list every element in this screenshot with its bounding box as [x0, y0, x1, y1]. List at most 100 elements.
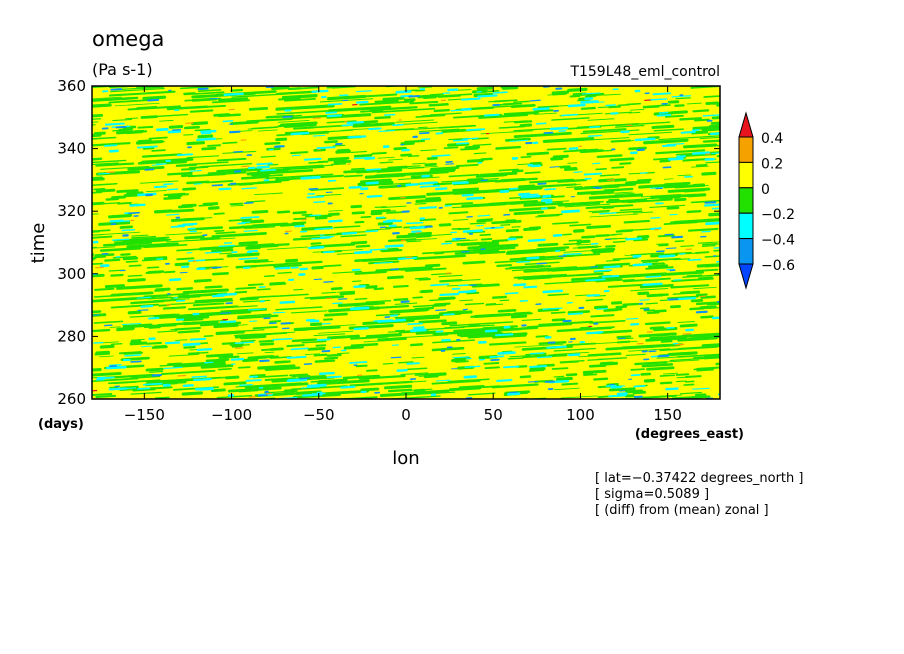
- strong-descent-patch: [245, 379, 262, 382]
- descent-band: [579, 326, 591, 330]
- descent-band: [361, 427, 375, 428]
- descent-band: [250, 417, 262, 418]
- descent-band: [462, 239, 478, 242]
- descent-band: [428, 103, 449, 107]
- descent-band: [628, 348, 671, 352]
- descent-band: [116, 189, 139, 194]
- colorbar-top-arrow: [738, 111, 754, 138]
- descent-band: [111, 195, 126, 200]
- descent-band: [359, 416, 379, 417]
- descent-band: [409, 418, 432, 419]
- descent-band: [317, 324, 356, 328]
- descent-band: [365, 286, 377, 289]
- descent-band: [174, 326, 202, 331]
- descent-band: [614, 192, 635, 195]
- descent-band: [109, 386, 120, 389]
- descent-band: [458, 384, 485, 389]
- strong-descent-patch: [645, 275, 662, 278]
- descent-band: [492, 295, 507, 299]
- descent-band: [355, 244, 371, 248]
- colorbar-segment: [738, 187, 754, 214]
- descent-band: [448, 173, 480, 178]
- descent-band: [550, 311, 566, 314]
- strong-descent-patch: [625, 237, 643, 241]
- descent-band: [297, 328, 309, 332]
- strong-descent-patch: [167, 130, 182, 134]
- descent-band: [127, 165, 165, 171]
- descent-band: [148, 326, 161, 329]
- descent-band: [269, 164, 324, 169]
- descent-band: [182, 318, 204, 322]
- descent-band: [330, 390, 361, 395]
- strong-descent-patch: [605, 104, 617, 107]
- descent-band: [104, 284, 125, 289]
- descent-band: [649, 204, 686, 208]
- descent-band: [588, 209, 611, 213]
- descent-band: [317, 159, 347, 163]
- descent-band: [176, 420, 199, 421]
- descent-band: [595, 247, 616, 252]
- descent-band: [116, 328, 134, 332]
- strong-descent-patch: [121, 228, 136, 232]
- descent-band: [148, 136, 168, 140]
- descent-band: [667, 100, 680, 104]
- descent-band: [159, 119, 174, 122]
- strong-descent-patch: [218, 244, 235, 248]
- descent-band: [283, 97, 316, 102]
- descent-band: [641, 363, 674, 368]
- descent-band: [314, 359, 336, 363]
- strong-descent-patch: [691, 151, 711, 155]
- descent-band: [349, 380, 413, 387]
- strong-descent-patch: [373, 261, 393, 264]
- descent-band: [269, 282, 287, 286]
- descent-band: [211, 248, 234, 253]
- descent-band: [314, 216, 328, 220]
- descent-band: [257, 364, 296, 370]
- descent-band: [551, 117, 590, 121]
- descent-band: [593, 305, 608, 310]
- descent-band: [412, 162, 426, 165]
- descent-band: [437, 94, 461, 98]
- descent-band: [108, 379, 161, 385]
- strong-descent-patch: [322, 250, 335, 254]
- descent-band: [95, 394, 117, 398]
- descent-band: [623, 140, 635, 142]
- descent-band: [92, 230, 100, 233]
- descent-band: [686, 102, 702, 105]
- strong-descent-patch: [492, 91, 508, 94]
- descent-band: [595, 168, 607, 171]
- strong-descent-patch: [355, 90, 372, 93]
- descent-band: [397, 121, 438, 126]
- descent-band: [163, 196, 181, 200]
- descent-band: [189, 109, 214, 113]
- descent-band: [502, 86, 519, 90]
- descent-band: [523, 276, 552, 281]
- strong-descent-patch: [477, 214, 491, 217]
- descent-band: [280, 121, 318, 127]
- descent-band: [653, 128, 684, 132]
- strong-descent-patch: [200, 129, 217, 134]
- descent-band: [491, 383, 539, 389]
- descent-band: [246, 117, 293, 123]
- descent-band: [433, 302, 451, 306]
- descent-band: [421, 416, 450, 418]
- descent-band: [336, 352, 350, 355]
- descent-band: [701, 413, 744, 416]
- descent-band: [211, 272, 229, 276]
- strong-descent-patch: [516, 260, 531, 263]
- descent-band: [137, 125, 154, 129]
- descent-band: [333, 159, 352, 164]
- descent-band: [134, 130, 148, 134]
- strong-descent-patch: [395, 318, 407, 322]
- descent-band: [715, 362, 720, 366]
- x-axis-label: lon: [392, 448, 419, 469]
- descent-band: [227, 180, 282, 186]
- descent-band: [438, 223, 452, 227]
- descent-band: [332, 144, 346, 147]
- strong-descent-patch: [384, 244, 404, 248]
- descent-band: [365, 333, 402, 339]
- very-strong-descent-patch: [549, 166, 560, 168]
- descent-band: [659, 159, 671, 163]
- descent-band: [247, 355, 267, 360]
- strong-descent-patch: [536, 356, 553, 359]
